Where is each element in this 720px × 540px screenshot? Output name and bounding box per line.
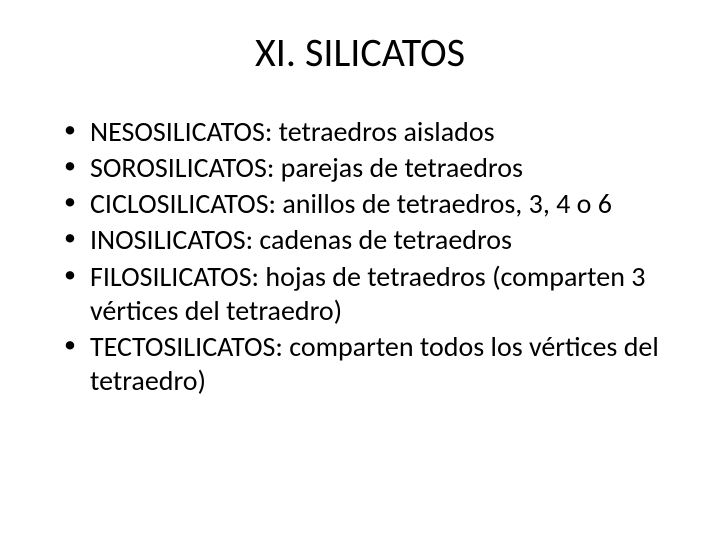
list-item: TECTOSILICATOS: comparten todos los vért…	[64, 330, 678, 398]
list-item-text: CICLOSILICATOS: anillos de tetraedros, 3…	[90, 186, 612, 221]
list-item: CICLOSILICATOS: anillos de tetraedros, 3…	[64, 187, 678, 221]
bullet-list: NESOSILICATOS: tetraedros aislados SOROS…	[42, 115, 678, 398]
list-item-text: TECTOSILICATOS: comparten todos los vért…	[90, 329, 659, 398]
slide-container: XI. SILICATOS NESOSILICATOS: tetraedros …	[0, 0, 720, 540]
list-item: FILOSILICATOS: hojas de tetraedros (comp…	[64, 260, 678, 328]
list-item: INOSILICATOS: cadenas de tetraedros	[64, 223, 678, 257]
list-item-text: FILOSILICATOS: hojas de tetraedros (comp…	[90, 259, 645, 328]
list-item: SOROSILICATOS: parejas de tetraedros	[64, 151, 678, 185]
list-item-text: NESOSILICATOS: tetraedros aislados	[90, 114, 495, 149]
slide-title: XI. SILICATOS	[42, 28, 678, 77]
list-item-text: SOROSILICATOS: parejas de tetraedros	[90, 150, 523, 185]
list-item-text: INOSILICATOS: cadenas de tetraedros	[90, 222, 512, 257]
list-item: NESOSILICATOS: tetraedros aislados	[64, 115, 678, 149]
